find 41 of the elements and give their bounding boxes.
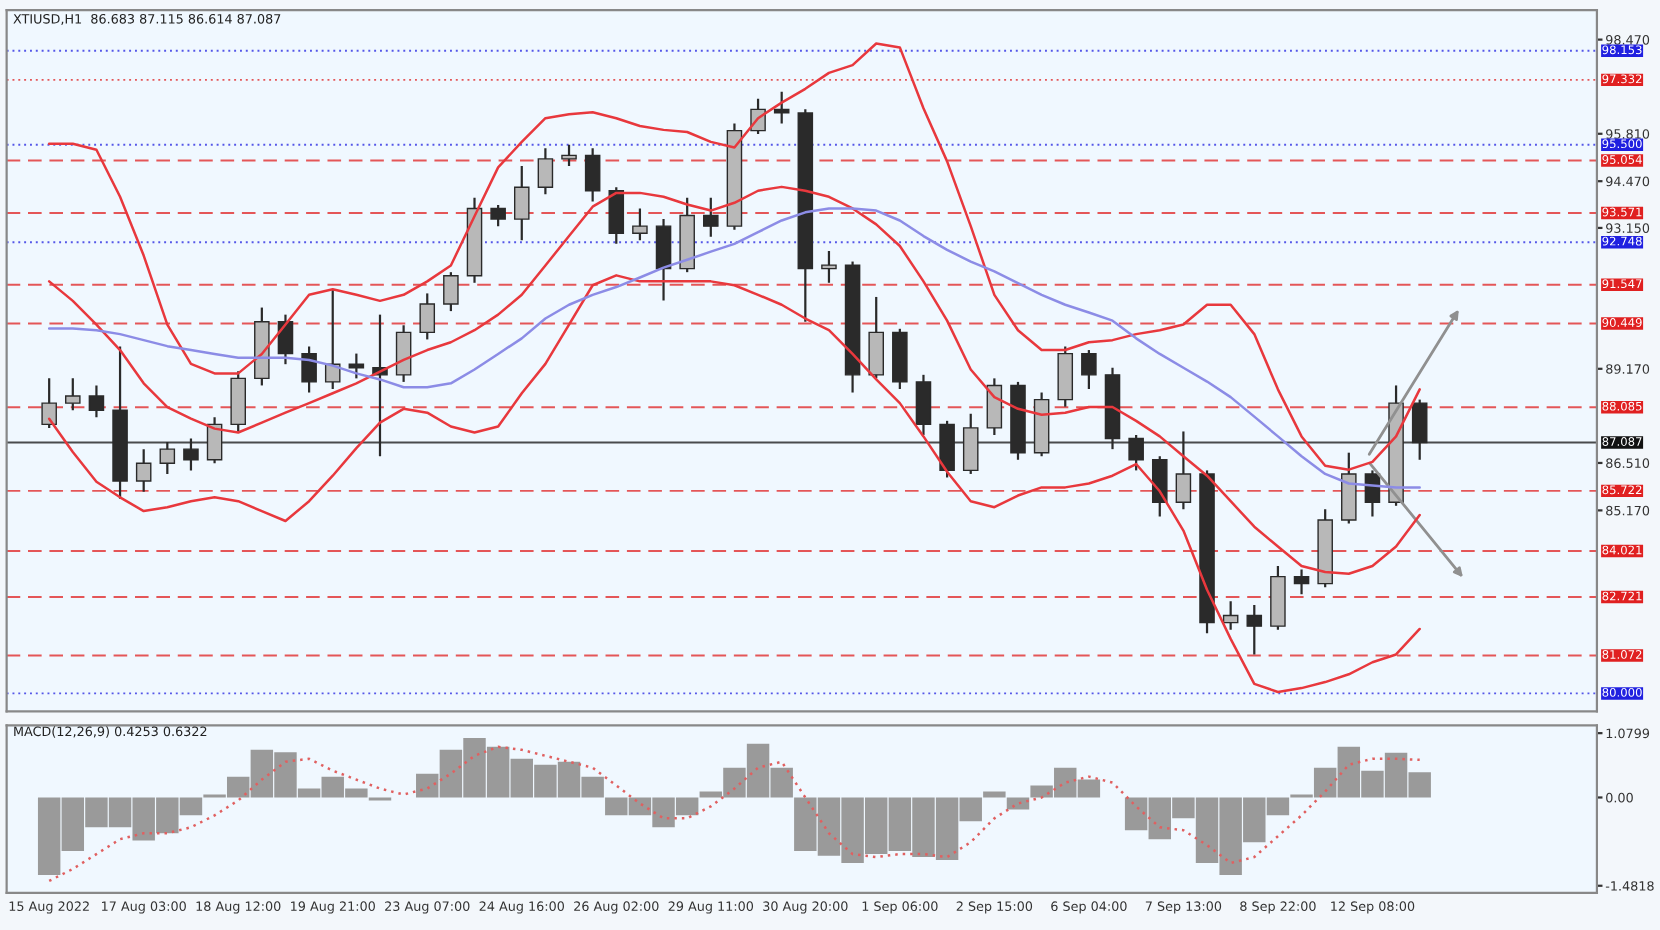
candlestick — [1341, 451, 1357, 525]
candlestick — [584, 147, 601, 203]
candlestick — [939, 419, 955, 479]
candlestick — [821, 249, 837, 284]
bar — [1006, 797, 1030, 810]
candlestick — [655, 217, 672, 302]
candlestick — [159, 440, 176, 476]
candlestick — [632, 207, 648, 242]
candlestick — [513, 164, 530, 242]
candlestick — [1151, 455, 1168, 518]
line-series — [47, 185, 1421, 575]
candlestick — [1222, 600, 1239, 631]
candlestick — [561, 143, 577, 168]
candlestick — [703, 196, 719, 238]
candlestick — [88, 384, 105, 419]
candlestick — [915, 373, 932, 437]
candlestick — [608, 186, 625, 245]
candlestick — [1411, 398, 1428, 461]
candlestick — [537, 147, 554, 196]
candlestick — [1081, 348, 1097, 391]
candlestick — [490, 203, 506, 228]
candlestick — [65, 377, 81, 412]
candlestick — [1175, 430, 1192, 511]
candlestick — [135, 448, 152, 493]
candlestick — [868, 295, 884, 380]
candlestick — [41, 377, 57, 430]
candlestick — [324, 288, 341, 391]
candlestick — [301, 345, 317, 394]
candlestick — [443, 271, 459, 313]
candlestick — [962, 412, 979, 476]
candlestick — [1128, 433, 1144, 472]
candlestick — [230, 370, 246, 433]
candlestick — [395, 324, 412, 384]
line-series — [47, 745, 1421, 883]
candlestick — [1293, 568, 1310, 596]
candlestick — [773, 90, 790, 125]
line-series — [47, 42, 1421, 471]
candlestick — [419, 292, 436, 341]
candlestick — [183, 437, 199, 472]
candlestick — [1057, 345, 1074, 408]
candlestick — [1246, 603, 1263, 656]
